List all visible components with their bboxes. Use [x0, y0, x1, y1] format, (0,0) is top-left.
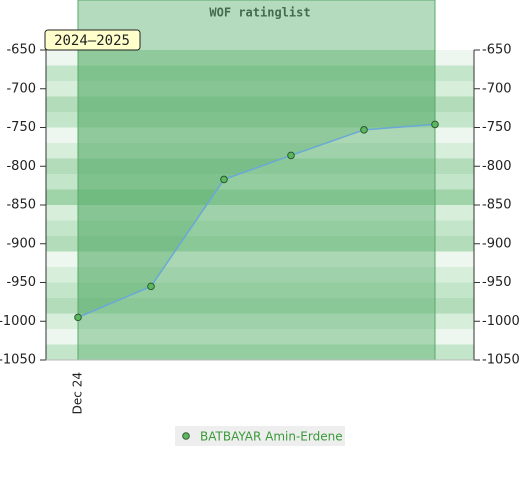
plot-background — [46, 50, 474, 361]
stripe — [46, 344, 474, 361]
stripe — [46, 96, 474, 113]
y-tick-label: -900 — [6, 236, 36, 251]
stripe — [46, 329, 474, 345]
stripe — [46, 313, 474, 330]
stripe — [46, 50, 474, 66]
stripe — [46, 205, 474, 221]
legend-label: BATBAYAR Amin-Erdene — [200, 430, 343, 444]
stripe — [46, 189, 474, 206]
marker — [74, 313, 82, 322]
y-tick-label: -1050 — [0, 353, 36, 368]
y-tick-label: -850 — [6, 198, 36, 213]
y2-tick-label: -700 — [482, 81, 512, 96]
y2-tick-label: -950 — [482, 275, 512, 290]
legend-marker — [182, 432, 190, 440]
marker — [431, 120, 439, 129]
y-tick-label: -750 — [6, 120, 36, 135]
y2-tick-label: -650 — [482, 43, 512, 58]
stripe — [46, 143, 474, 159]
stripe — [46, 298, 474, 314]
badge-box — [44, 29, 141, 51]
badge: 2024–2025 — [54, 33, 130, 49]
stripe — [46, 220, 474, 237]
y2-tick-label: -750 — [482, 120, 512, 135]
stripe — [46, 174, 474, 190]
y-tick-label: -950 — [6, 275, 36, 290]
line — [77, 123, 436, 319]
y2-tick-label: -850 — [482, 198, 512, 213]
y2-tick-label: -900 — [482, 236, 512, 251]
stripe — [46, 236, 474, 252]
y2-tick-label: -800 — [482, 159, 512, 174]
marker — [360, 126, 368, 134]
stripe — [46, 81, 474, 97]
stripe — [46, 65, 474, 82]
marker — [220, 175, 228, 184]
y2-tick-label: -1000 — [482, 314, 520, 329]
chart-title: WOF ratinglist — [209, 6, 310, 20]
marker — [287, 151, 295, 160]
stripe — [46, 267, 474, 283]
y-tick-label: -800 — [6, 159, 36, 174]
stripe — [46, 112, 474, 128]
y-tick-label: -700 — [6, 81, 36, 96]
legend-box — [175, 426, 345, 446]
marker — [147, 282, 155, 291]
stripe — [46, 251, 474, 268]
y-tick-label: -1000 — [0, 314, 36, 329]
x-tick-label: Dec 24 — [71, 372, 85, 414]
y2-tick-label: -1050 — [482, 353, 520, 368]
y-tick-label: -650 — [6, 43, 36, 58]
area-fill — [78, 50, 435, 318]
